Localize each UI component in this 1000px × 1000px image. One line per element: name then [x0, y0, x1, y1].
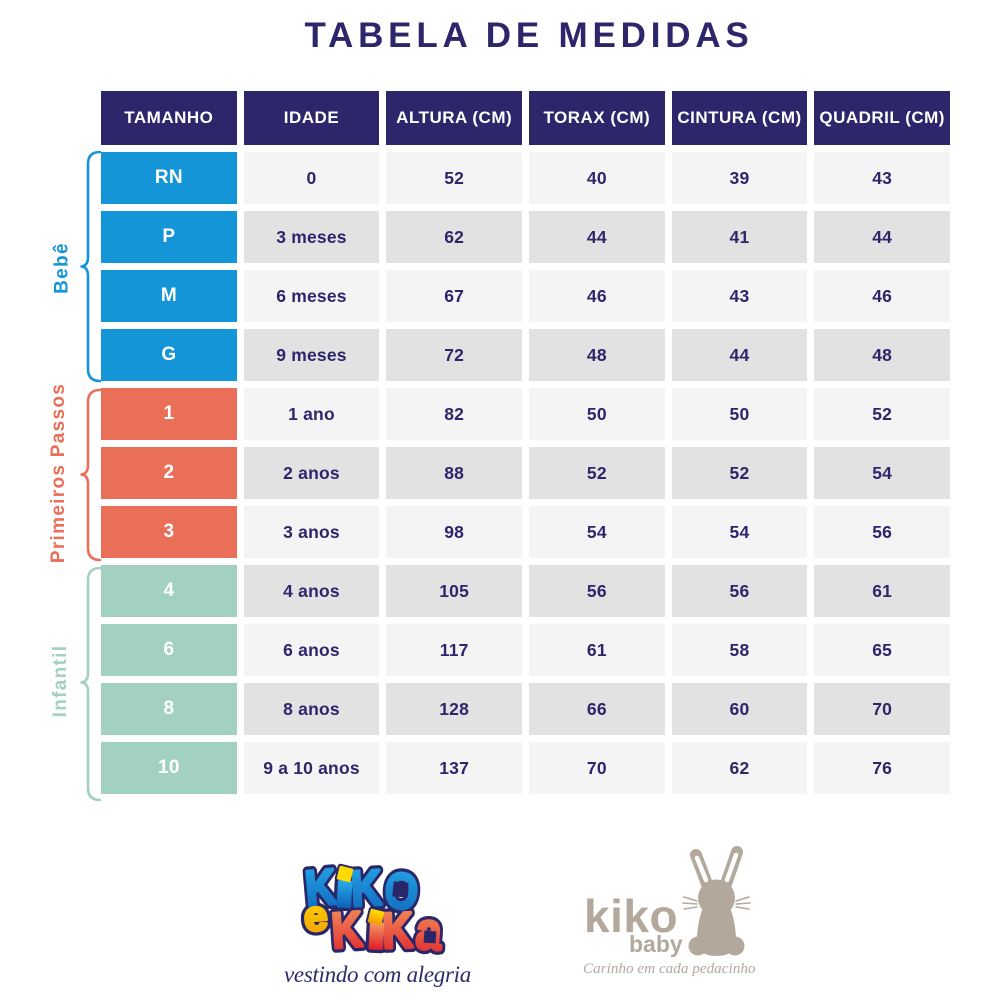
svg-text:kiko: kiko: [584, 890, 678, 942]
svg-text:K: K: [330, 901, 364, 959]
svg-text:Carinho em cada pedacinho: Carinho em cada pedacinho: [583, 960, 756, 977]
svg-text:K: K: [303, 858, 338, 917]
svg-text:vestindo com alegria: vestindo com alegria: [284, 962, 471, 987]
svg-text:K: K: [381, 901, 413, 958]
svg-text:K: K: [350, 859, 383, 917]
svg-text:e: e: [302, 891, 329, 940]
svg-text:baby: baby: [629, 931, 683, 957]
